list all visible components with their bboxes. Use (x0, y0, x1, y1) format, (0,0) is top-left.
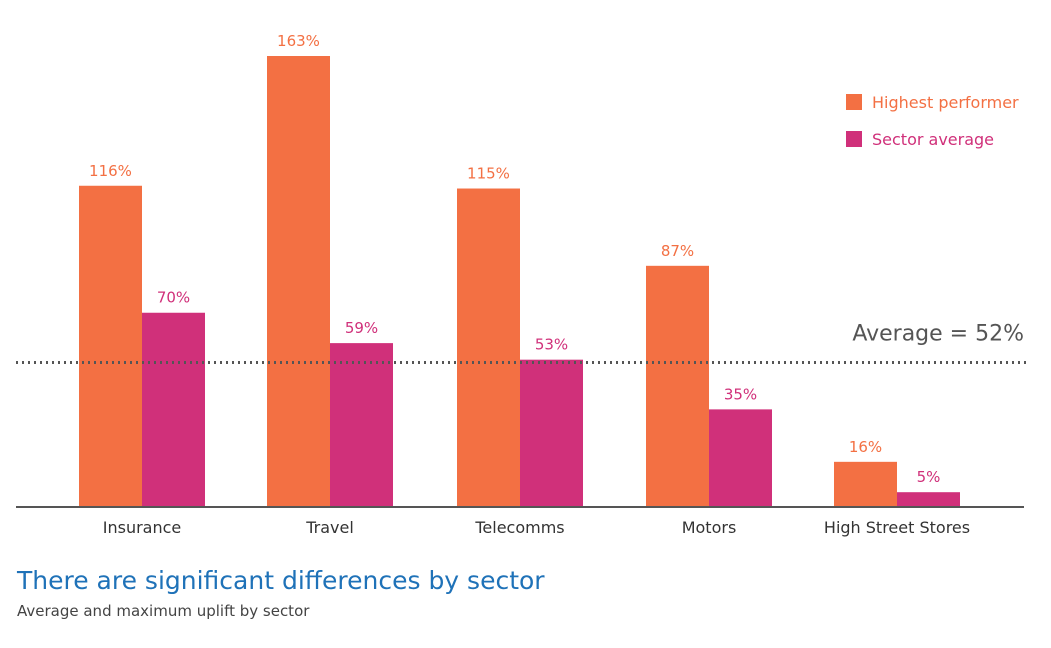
value-label: 35% (724, 385, 757, 403)
bar-highest-telecomms (457, 188, 520, 507)
value-labels: 116% 70% 163% 59% 115% 53% 87% 35% 16% 5% (89, 32, 940, 486)
category-label: Insurance (103, 518, 182, 537)
bar-highest-motors (646, 265, 709, 506)
value-label: 115% (467, 165, 510, 183)
category-labels: Insurance Travel Telecomms Motors High Stree… (103, 518, 970, 537)
bar-chart: 116% 70% 163% 59% 115% 53% 87% 35% 16% 5% Insuran… (16, 32, 1030, 537)
bar-highest-travel (267, 56, 330, 506)
legend-label-highest-performer: Highest performer (872, 93, 1019, 112)
value-label: 87% (661, 242, 694, 260)
value-label: 70% (157, 289, 190, 307)
legend: Highest performer Sector average (846, 93, 1019, 149)
bar-average-travel (330, 343, 393, 506)
category-label: Telecomms (474, 518, 564, 537)
value-label: 5% (917, 468, 941, 486)
bar-highest-high-street-stores (834, 461, 897, 506)
average-reference-label: Average = 52% (852, 321, 1024, 346)
value-label: 116% (89, 162, 132, 180)
value-label: 163% (277, 32, 320, 50)
value-label: 16% (849, 438, 882, 456)
bar-average-insurance (142, 312, 205, 506)
bar-highest-insurance (79, 185, 142, 506)
value-label: 59% (345, 319, 378, 337)
chart-title: There are significant differences by sec… (17, 566, 545, 595)
legend-swatch-highest-performer (846, 94, 862, 110)
legend-swatch-sector-average (846, 131, 862, 147)
bar-average-high-street-stores (897, 492, 960, 506)
category-label: High Street Stores (824, 518, 970, 537)
category-label: Motors (682, 518, 737, 537)
bars (79, 56, 960, 507)
bar-average-motors (709, 409, 772, 506)
legend-label-sector-average: Sector average (872, 130, 994, 149)
chart-subtitle: Average and maximum uplift by sector (17, 602, 310, 620)
bar-average-telecomms (520, 359, 583, 506)
category-label: Travel (305, 518, 354, 537)
value-label: 53% (535, 336, 568, 354)
